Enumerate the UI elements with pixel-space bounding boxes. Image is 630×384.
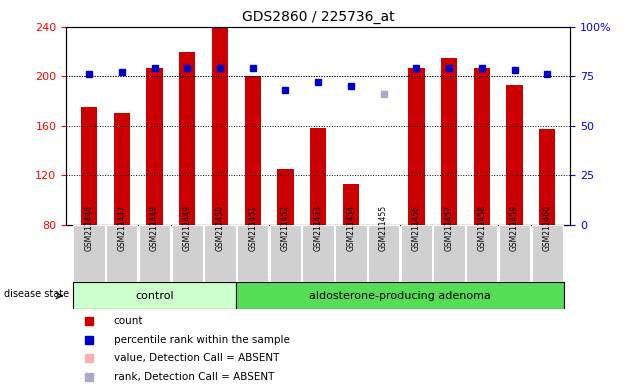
Text: control: control [135,291,174,301]
Text: value, Detection Call = ABSENT: value, Detection Call = ABSENT [114,353,279,363]
Bar [335,225,367,282]
Bar [72,282,236,309]
Bar [113,113,130,225]
Text: GSM211450: GSM211450 [215,204,224,251]
Text: GSM211454: GSM211454 [346,204,355,251]
Bar [507,85,523,225]
Text: percentile rank within the sample: percentile rank within the sample [114,335,290,345]
Text: GSM211459: GSM211459 [510,204,519,251]
Text: GSM211452: GSM211452 [281,205,290,251]
Bar [270,225,301,282]
Bar [368,225,399,282]
Bar [179,51,195,225]
Bar [237,225,268,282]
Bar [441,58,457,225]
Bar [171,225,203,282]
Text: GSM211453: GSM211453 [314,204,323,251]
Text: GSM211451: GSM211451 [248,205,257,251]
Bar [401,225,432,282]
Text: GSM211448: GSM211448 [150,205,159,251]
Bar [204,225,236,282]
Bar [81,107,97,225]
Bar [146,68,163,225]
Bar [302,225,334,282]
Text: disease state: disease state [4,289,69,300]
Text: count: count [114,316,143,326]
Bar [539,129,556,225]
Bar [532,225,563,282]
Text: GSM211457: GSM211457 [445,204,454,251]
Bar [499,225,530,282]
Bar [212,27,228,225]
Text: GSM211460: GSM211460 [542,204,552,251]
Bar [408,68,425,225]
Bar [343,184,359,225]
Bar [310,128,326,225]
Bar [236,282,564,309]
Text: aldosterone-producing adenoma: aldosterone-producing adenoma [309,291,491,301]
Text: GSM211456: GSM211456 [412,204,421,251]
Bar [433,225,465,282]
Bar [139,225,170,282]
Bar [73,225,105,282]
Title: GDS2860 / 225736_at: GDS2860 / 225736_at [242,10,394,25]
Text: GSM211455: GSM211455 [379,204,388,251]
Text: GSM211446: GSM211446 [84,204,94,251]
Text: GSM211449: GSM211449 [183,204,192,251]
Bar [466,225,498,282]
Bar [474,68,490,225]
Text: GSM211447: GSM211447 [117,204,126,251]
Bar [244,76,261,225]
Bar [277,169,294,225]
Bar [106,225,137,282]
Text: GSM211458: GSM211458 [478,205,486,251]
Text: rank, Detection Call = ABSENT: rank, Detection Call = ABSENT [114,372,274,382]
